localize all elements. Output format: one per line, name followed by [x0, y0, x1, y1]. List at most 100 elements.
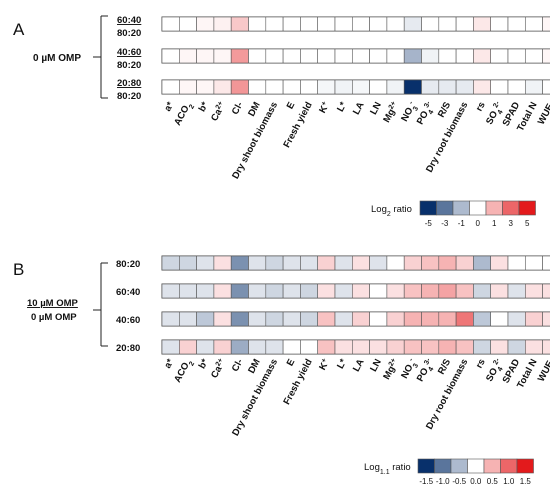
heatmap-cell: [282, 48, 301, 64]
column-label-rs: rs: [474, 100, 488, 113]
heatmap-cell: [351, 255, 370, 271]
heatmap-cell: [455, 16, 474, 32]
row-label: 40:60: [116, 315, 140, 326]
heatmap-cell: [161, 283, 180, 299]
heatmap-cell: [248, 339, 267, 355]
heatmap-cell: [230, 339, 249, 355]
heatmap-cell: [369, 79, 388, 95]
heatmap-cell: [230, 283, 249, 299]
heatmap-cell: [161, 339, 180, 355]
heatmap-cell: [248, 255, 267, 271]
heatmap-cell: [213, 311, 232, 327]
heatmap-cell: [351, 48, 370, 64]
legend-swatch: [483, 458, 501, 474]
heatmap-cell: [230, 311, 249, 327]
heatmap-cell: [421, 255, 440, 271]
heatmap-cell: [369, 311, 388, 327]
heatmap-cell: [265, 339, 284, 355]
heatmap-cell: [196, 339, 215, 355]
column-label-ln: LN: [368, 100, 384, 116]
heatmap-cell: [490, 16, 509, 32]
heatmap-cell: [455, 339, 474, 355]
heatmap-cell: [248, 16, 267, 32]
heatmap-cell: [473, 79, 491, 95]
heatmap-cell: [473, 48, 491, 64]
heatmap-cell: [438, 255, 457, 271]
heatmap-cell: [403, 79, 422, 95]
heatmap-cell: [334, 283, 353, 299]
heatmap-cell: [179, 339, 197, 355]
heatmap-cell: [351, 283, 370, 299]
heatmap-cell: [386, 311, 405, 327]
heatmap-cell: [230, 48, 249, 64]
heatmap-cell: [542, 79, 550, 95]
heatmap-cell: [369, 283, 388, 299]
heatmap-cell: [282, 79, 301, 95]
heatmap-cell: [230, 16, 249, 32]
column-label-la: LA: [351, 100, 367, 116]
heatmap-cell: [334, 79, 353, 95]
heatmap-cell: [230, 255, 249, 271]
heatmap-cell: [542, 16, 550, 32]
legend-tick-label: 0.0: [470, 477, 482, 486]
heatmap-cell: [386, 48, 405, 64]
heatmap-cell: [213, 283, 232, 299]
heatmap-cell: [317, 16, 336, 32]
panel-b-group-num: 10 µM OMP: [27, 298, 79, 309]
column-label-e: E: [285, 100, 298, 111]
heatmap-cell: [473, 283, 491, 299]
column-label-ln: LN: [368, 357, 384, 373]
heatmap-cell: [507, 79, 526, 95]
heatmap-cell: [403, 283, 422, 299]
panel-a-color-legend: Log2 ratio -5 -3 -1 0 1 3 5: [371, 200, 536, 228]
heatmap-cell: [196, 283, 215, 299]
heatmap-cell: [300, 339, 318, 355]
heatmap-cell: [179, 16, 197, 32]
legend-tick-label: -3: [441, 219, 449, 228]
legend-tick-label: -1: [458, 219, 466, 228]
row-label-denominator: 80:20: [117, 60, 141, 71]
heatmap-cell: [196, 255, 215, 271]
row-label: 20:80: [116, 343, 140, 354]
heatmap-cell: [421, 283, 440, 299]
heatmap-cell: [300, 48, 318, 64]
heatmap-cell: [421, 311, 440, 327]
legend-swatch: [485, 200, 503, 216]
heatmap-cell: [473, 16, 491, 32]
legend-swatch: [436, 200, 454, 216]
heatmap-cell: [213, 16, 232, 32]
heatmap-cell: [473, 339, 491, 355]
heatmap-cell: [300, 283, 318, 299]
column-label-aco: ACO2: [172, 100, 196, 129]
column-label-mg: Mg2+: [381, 100, 401, 125]
legend-tick-label: 0.5: [487, 477, 499, 486]
column-label-wue: WUEi: [536, 100, 550, 128]
heatmap-cell: [369, 48, 388, 64]
heatmap-cell: [490, 48, 509, 64]
heatmap-cell: [490, 311, 509, 327]
heatmap-cell: [334, 48, 353, 64]
heatmap-cell: [179, 283, 197, 299]
panel-a-letter: A: [13, 20, 25, 39]
heatmap-cell: [507, 339, 526, 355]
heatmap-cell: [282, 255, 301, 271]
legend-swatch: [467, 458, 485, 474]
heatmap-cell: [351, 16, 370, 32]
row-label-numerator: 40:60: [117, 47, 141, 58]
heatmap-cell: [524, 79, 543, 95]
heatmap-cell: [351, 79, 370, 95]
heatmap-cell: [334, 339, 353, 355]
heatmap-cell: [317, 311, 336, 327]
heatmap-cell: [524, 311, 543, 327]
legend-title: Log2 ratio: [371, 204, 412, 218]
panel-b-bracket: [93, 262, 108, 347]
heatmap-cell: [196, 48, 215, 64]
legend-swatch: [502, 200, 520, 216]
column-label-aco: ACO2: [172, 357, 196, 386]
heatmap-cell: [455, 255, 474, 271]
heatmap-cell: [248, 311, 267, 327]
heatmap-cell: [403, 339, 422, 355]
row-label: 60:40: [116, 287, 140, 298]
heatmap-cell: [196, 16, 215, 32]
legend-swatch: [452, 200, 470, 216]
